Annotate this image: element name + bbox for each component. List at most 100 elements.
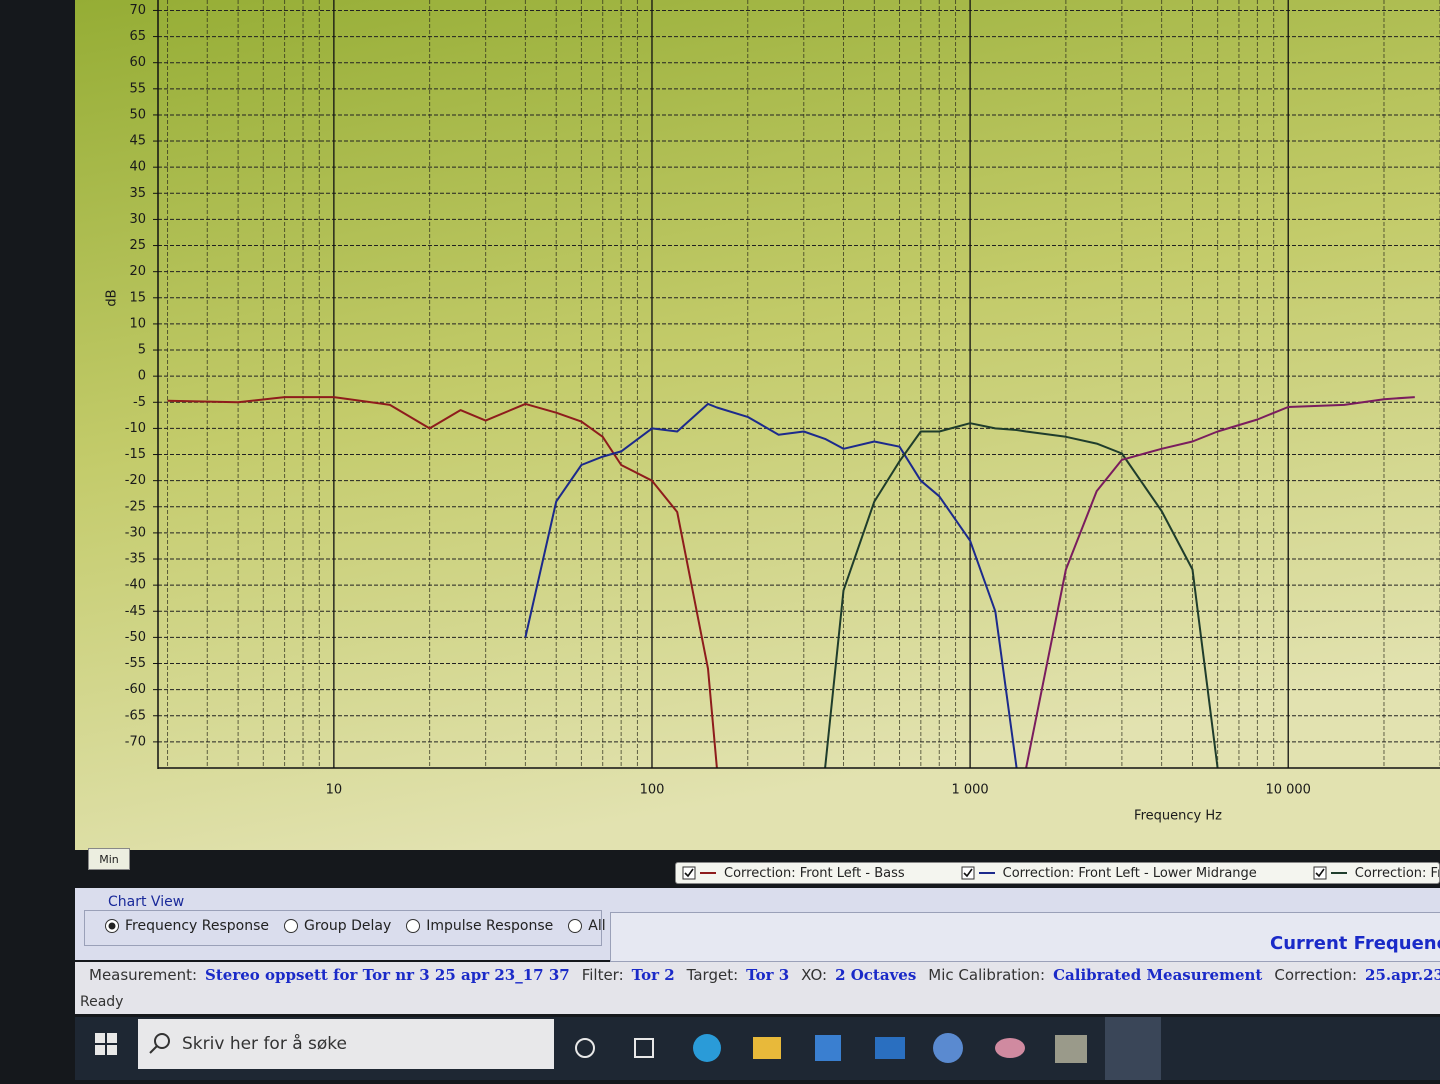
radio-option[interactable]: All	[567, 918, 606, 934]
status-label: Measurement:	[89, 966, 198, 984]
y-tick-label: -45	[125, 604, 146, 619]
radio-button[interactable]	[104, 918, 120, 934]
store-icon[interactable]	[815, 1035, 841, 1061]
status-value: Tor 2	[631, 966, 675, 984]
cortana-icon[interactable]	[575, 1038, 595, 1058]
app-icon[interactable]	[995, 1038, 1025, 1058]
x-axis-title: Frequency Hz	[1134, 809, 1222, 824]
radio-ring	[284, 919, 299, 933]
app-icon[interactable]	[1055, 1035, 1087, 1063]
y-tick-label: -55	[125, 656, 146, 671]
y-tick-label: -35	[125, 552, 146, 567]
y-tick-label: -40	[125, 578, 146, 593]
chart-view-options: Frequency Response Group Delay Impulse Res…	[104, 918, 606, 934]
y-tick-label: 70	[129, 3, 146, 18]
legend-swatch[interactable]	[961, 866, 997, 880]
radio-ring	[406, 919, 421, 933]
status-value: Tor 3	[746, 966, 790, 984]
y-tick-label: -10	[125, 421, 146, 436]
start-button[interactable]	[95, 1033, 117, 1055]
y-tick-label: 15	[129, 290, 146, 305]
search-box[interactable]: Skriv her for å søke	[138, 1019, 554, 1069]
task-view-icon[interactable]	[634, 1038, 654, 1058]
status-value: Calibrated Measurement	[1053, 966, 1263, 984]
series-line	[167, 396, 718, 769]
status-label: Correction:	[1274, 966, 1358, 984]
status-label: XO:	[801, 966, 828, 984]
x-tick-label: 100	[640, 783, 665, 798]
y-tick-label: 60	[129, 55, 146, 70]
status-value: 2 Octaves	[835, 966, 917, 984]
media-icon[interactable]	[933, 1033, 963, 1063]
chart-background	[75, 0, 1440, 850]
y-tick-label: 0	[138, 369, 146, 384]
edge-icon[interactable]	[693, 1034, 721, 1062]
status-label: Target:	[686, 966, 739, 984]
status-bar	[75, 962, 1440, 1014]
radio-button[interactable]	[283, 918, 299, 934]
legend-entry: Correction: Front Left - Lower Midrange	[961, 866, 1257, 881]
legend-label: Correction: Front Left - U	[1354, 865, 1439, 881]
radio-label: Group Delay	[304, 918, 392, 934]
status-label: Filter:	[581, 966, 624, 984]
chart-view-group	[84, 910, 602, 946]
y-tick-label: -50	[125, 630, 146, 645]
series-line	[824, 422, 1219, 769]
y-tick-label: -25	[125, 499, 146, 514]
taskbar-icons	[95, 1017, 1161, 1080]
radio-label: Frequency Response	[125, 918, 270, 934]
current-panel-title: Current Frequency	[1270, 933, 1440, 954]
legend-label: Correction: Front Left - Bass	[724, 865, 905, 881]
radio-dot	[108, 922, 116, 930]
legend-swatch[interactable]	[1313, 866, 1349, 880]
legend-entry: Correction: Front Left - Bass	[682, 866, 905, 881]
legend-swatch[interactable]	[682, 866, 718, 880]
y-tick-label: 20	[129, 264, 146, 279]
y-tick-label: 55	[129, 81, 146, 96]
y-tick-label: 45	[129, 134, 146, 149]
y-tick-label: 5	[138, 343, 146, 358]
x-tick-label: 1 000	[951, 783, 988, 798]
radio-button[interactable]	[405, 918, 421, 934]
status-value: Stereo oppsett for Tor nr 3 25 apr 23_17…	[205, 966, 570, 984]
radio-button[interactable]	[567, 918, 583, 934]
search-placeholder: Skriv her for å søke	[182, 1034, 347, 1054]
y-tick-label: 30	[129, 212, 146, 227]
y-tick-label: 35	[129, 186, 146, 201]
y-tick-label: 40	[129, 160, 146, 175]
grid	[158, 0, 1440, 768]
y-tick-label: 65	[129, 29, 146, 44]
y-tick-label: 50	[129, 107, 146, 122]
radio-label: All	[588, 918, 606, 934]
plot-lines	[167, 396, 1415, 769]
mail-icon[interactable]	[875, 1037, 905, 1059]
y-tick-label: -70	[125, 734, 146, 749]
y-tick-label: -65	[125, 708, 146, 723]
radio-option[interactable]: Group Delay	[283, 918, 391, 934]
y-tick-label: -30	[125, 525, 146, 540]
y-tick-label: -20	[125, 473, 146, 488]
status-fields: Measurement: Stereo oppsett for Tor nr 3 …	[89, 966, 1440, 984]
status-text: Ready	[80, 994, 124, 1010]
chart-view-title: Chart View	[106, 894, 187, 910]
x-tick-label: 10 000	[1265, 783, 1311, 798]
legend: Correction: Front Left - Bass Correction:…	[675, 862, 1440, 884]
explorer-icon[interactable]	[753, 1037, 781, 1059]
legend-label: Correction: Front Left - Lower Midrange	[1002, 865, 1257, 881]
active-app[interactable]	[1105, 1017, 1161, 1080]
y-tick-label: -5	[133, 395, 146, 410]
y-tick-label: -15	[125, 447, 146, 462]
chart: dB Frequency Hz 706560555045403530252015…	[75, 0, 1440, 850]
series-line	[1025, 396, 1415, 769]
y-tick-label: 25	[129, 238, 146, 253]
series-line	[524, 402, 1018, 769]
y-axis-title: dB	[105, 289, 120, 306]
legend-entry: Correction: Front Left - U	[1313, 865, 1439, 881]
y-tick-label: 10	[129, 316, 146, 331]
x-tick-label: 10	[326, 783, 343, 798]
y-tick-label: -60	[125, 682, 146, 697]
radio-option[interactable]: Impulse Response	[405, 918, 553, 934]
min-button[interactable]: Min	[88, 848, 130, 870]
radio-option[interactable]: Frequency Response	[104, 918, 269, 934]
